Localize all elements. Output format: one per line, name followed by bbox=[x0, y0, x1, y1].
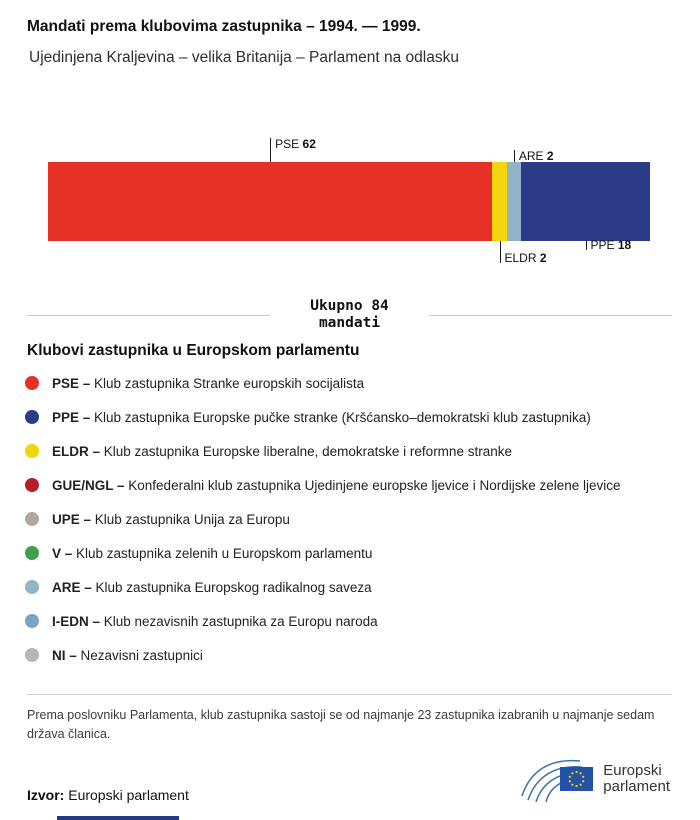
footer-divider bbox=[27, 694, 672, 695]
legend-item-eldr: ELDR – Klub zastupnika Europske liberaln… bbox=[25, 434, 621, 468]
total-line-1: Ukupno 84 bbox=[310, 298, 389, 314]
bar-label-eldr: ELDR 2 bbox=[504, 251, 547, 265]
label-tick-pse bbox=[270, 138, 272, 162]
legend-heading: Klubovi zastupnika u Europskom parlament… bbox=[27, 342, 360, 359]
legend-item-ppe: PPE – Klub zastupnika Europske pučke str… bbox=[25, 400, 621, 434]
europarl-logo-icon bbox=[521, 759, 594, 802]
logo-wordmark: Europski parlament bbox=[603, 763, 670, 795]
bar-label-pse: PSE 62 bbox=[275, 137, 316, 151]
bar-segment-ppe bbox=[520, 162, 650, 241]
logo-line-1: Europski bbox=[603, 762, 662, 779]
legend-label-are: ARE – Klub zastupnika Europskog radikaln… bbox=[52, 579, 372, 595]
cropped-bottom-bar bbox=[57, 816, 179, 820]
legend-dot-are bbox=[25, 580, 39, 594]
bar-label-ppe: PPE 18 bbox=[590, 238, 632, 252]
flag-stars bbox=[568, 770, 585, 788]
legend-dot-gue-ngl bbox=[25, 478, 39, 492]
legend-dot-v bbox=[25, 546, 39, 560]
legend-item-are: ARE – Klub zastupnika Europskog radikaln… bbox=[25, 570, 621, 604]
legend-item-i-edn: I-EDN – Klub nezavisnih zastupnika za Eu… bbox=[25, 604, 621, 638]
legend-label-i-edn: I-EDN – Klub nezavisnih zastupnika za Eu… bbox=[52, 613, 378, 629]
legend-dot-pse bbox=[25, 376, 39, 390]
label-tick-ppe bbox=[585, 241, 587, 250]
total-seats-row: Ukupno 84 mandati bbox=[27, 298, 673, 333]
bar-label-are: ARE 2 bbox=[518, 149, 554, 163]
label-tick-are bbox=[513, 150, 515, 162]
legend-label-v: V – Klub zastupnika zelenih u Europskom … bbox=[52, 545, 373, 561]
label-tick-eldr bbox=[499, 241, 501, 263]
total-seats-label: Ukupno 84 mandati bbox=[284, 298, 415, 333]
legend-label-gue-ngl: GUE/NGL – Konfederalni klub zastupnika U… bbox=[52, 477, 621, 493]
legend-label-upe: UPE – Klub zastupnika Unija za Europu bbox=[52, 511, 290, 527]
bar-segment-eldr bbox=[492, 162, 507, 241]
bar-segment-pse bbox=[48, 162, 493, 241]
left-rule bbox=[27, 314, 271, 316]
seats-bar-chart: PSE 62 ELDR 2 ARE 2 PPE 18 bbox=[48, 137, 650, 268]
eu-flag bbox=[560, 767, 594, 791]
legend-item-gue-ngl: GUE/NGL – Konfederalni klub zastupnika U… bbox=[25, 468, 621, 502]
legend-label-pse: PSE – Klub zastupnika Stranke europskih … bbox=[52, 375, 365, 391]
legend-dot-ni bbox=[25, 648, 39, 662]
total-line-2: mandati bbox=[318, 315, 381, 332]
page-subtitle: Ujedinjena Kraljevina – velika Britanija… bbox=[29, 49, 459, 66]
logo-line-2: parlament bbox=[603, 778, 670, 795]
legend-label-eldr: ELDR – Klub zastupnika Europske liberaln… bbox=[52, 443, 512, 459]
legend-dot-upe bbox=[25, 512, 39, 526]
legend-dot-ppe bbox=[25, 410, 39, 424]
legend-item-v: V – Klub zastupnika zelenih u Europskom … bbox=[25, 536, 621, 570]
stacked-bar bbox=[48, 162, 650, 241]
legend-label-ppe: PPE – Klub zastupnika Europske pučke str… bbox=[52, 409, 591, 425]
footnote: Prema poslovniku Parlamenta, klub zastup… bbox=[27, 708, 655, 742]
legend-list: PSE – Klub zastupnika Stranke europskih … bbox=[25, 366, 621, 672]
source-label: Izvor: bbox=[27, 787, 65, 803]
legend-dot-i-edn bbox=[25, 614, 39, 628]
bar-segment-are bbox=[506, 162, 521, 241]
legend-item-ni: NI – Nezavisni zastupnici bbox=[25, 638, 621, 672]
legend-label-ni: NI – Nezavisni zastupnici bbox=[52, 647, 203, 663]
legend-item-upe: UPE – Klub zastupnika Unija za Europu bbox=[25, 502, 621, 536]
right-rule bbox=[428, 314, 673, 316]
page-title: Mandati prema klubovima zastupnika – 199… bbox=[27, 18, 421, 35]
european-parliament-logo: Europski parlament bbox=[520, 756, 670, 802]
legend-dot-eldr bbox=[25, 444, 39, 458]
source-line: Izvor: Europski parlament bbox=[27, 787, 189, 803]
source-text: Europski parlament bbox=[68, 787, 189, 803]
legend-item-pse: PSE – Klub zastupnika Stranke europskih … bbox=[25, 366, 621, 400]
